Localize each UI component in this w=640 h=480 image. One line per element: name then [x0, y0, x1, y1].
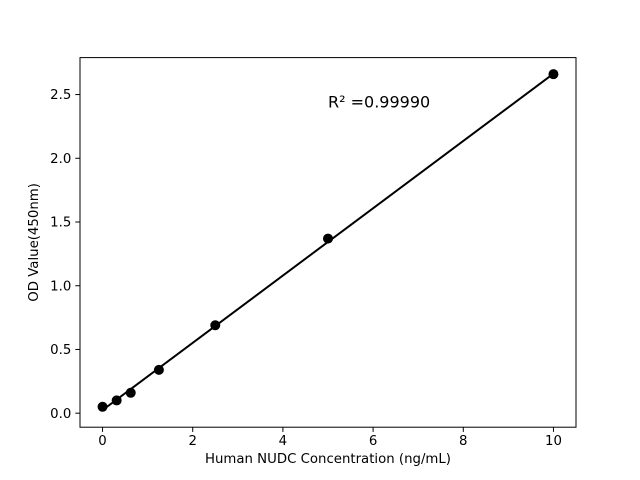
- data-point: [125, 387, 136, 398]
- y-axis-label: OD Value(450nm): [27, 183, 42, 302]
- x-tick-label: 6: [369, 434, 377, 449]
- x-tick-label: 0: [98, 434, 106, 449]
- data-point: [153, 364, 164, 375]
- y-tick-label: 0.5: [50, 343, 71, 358]
- x-tick-label: 10: [545, 434, 562, 449]
- x-tick-label: 8: [459, 434, 467, 449]
- y-tick-label: 2.5: [50, 88, 71, 103]
- r-squared-annotation: R² =0.99990: [328, 92, 430, 111]
- y-tick-label: 0.0: [50, 407, 71, 422]
- plot-area-spines: [79, 57, 577, 428]
- data-point: [548, 69, 559, 80]
- x-tick-label: 4: [279, 434, 287, 449]
- data-point: [111, 395, 122, 406]
- data-point: [210, 320, 221, 331]
- y-tick-label: 2.0: [50, 152, 71, 167]
- y-tick-label: 1.0: [50, 279, 71, 294]
- x-axis-label: Human NUDC Concentration (ng/mL): [205, 452, 451, 467]
- data-point: [323, 233, 333, 244]
- data-point: [97, 401, 108, 412]
- x-tick-label: 2: [188, 434, 196, 449]
- y-tick-label: 1.5: [50, 216, 71, 231]
